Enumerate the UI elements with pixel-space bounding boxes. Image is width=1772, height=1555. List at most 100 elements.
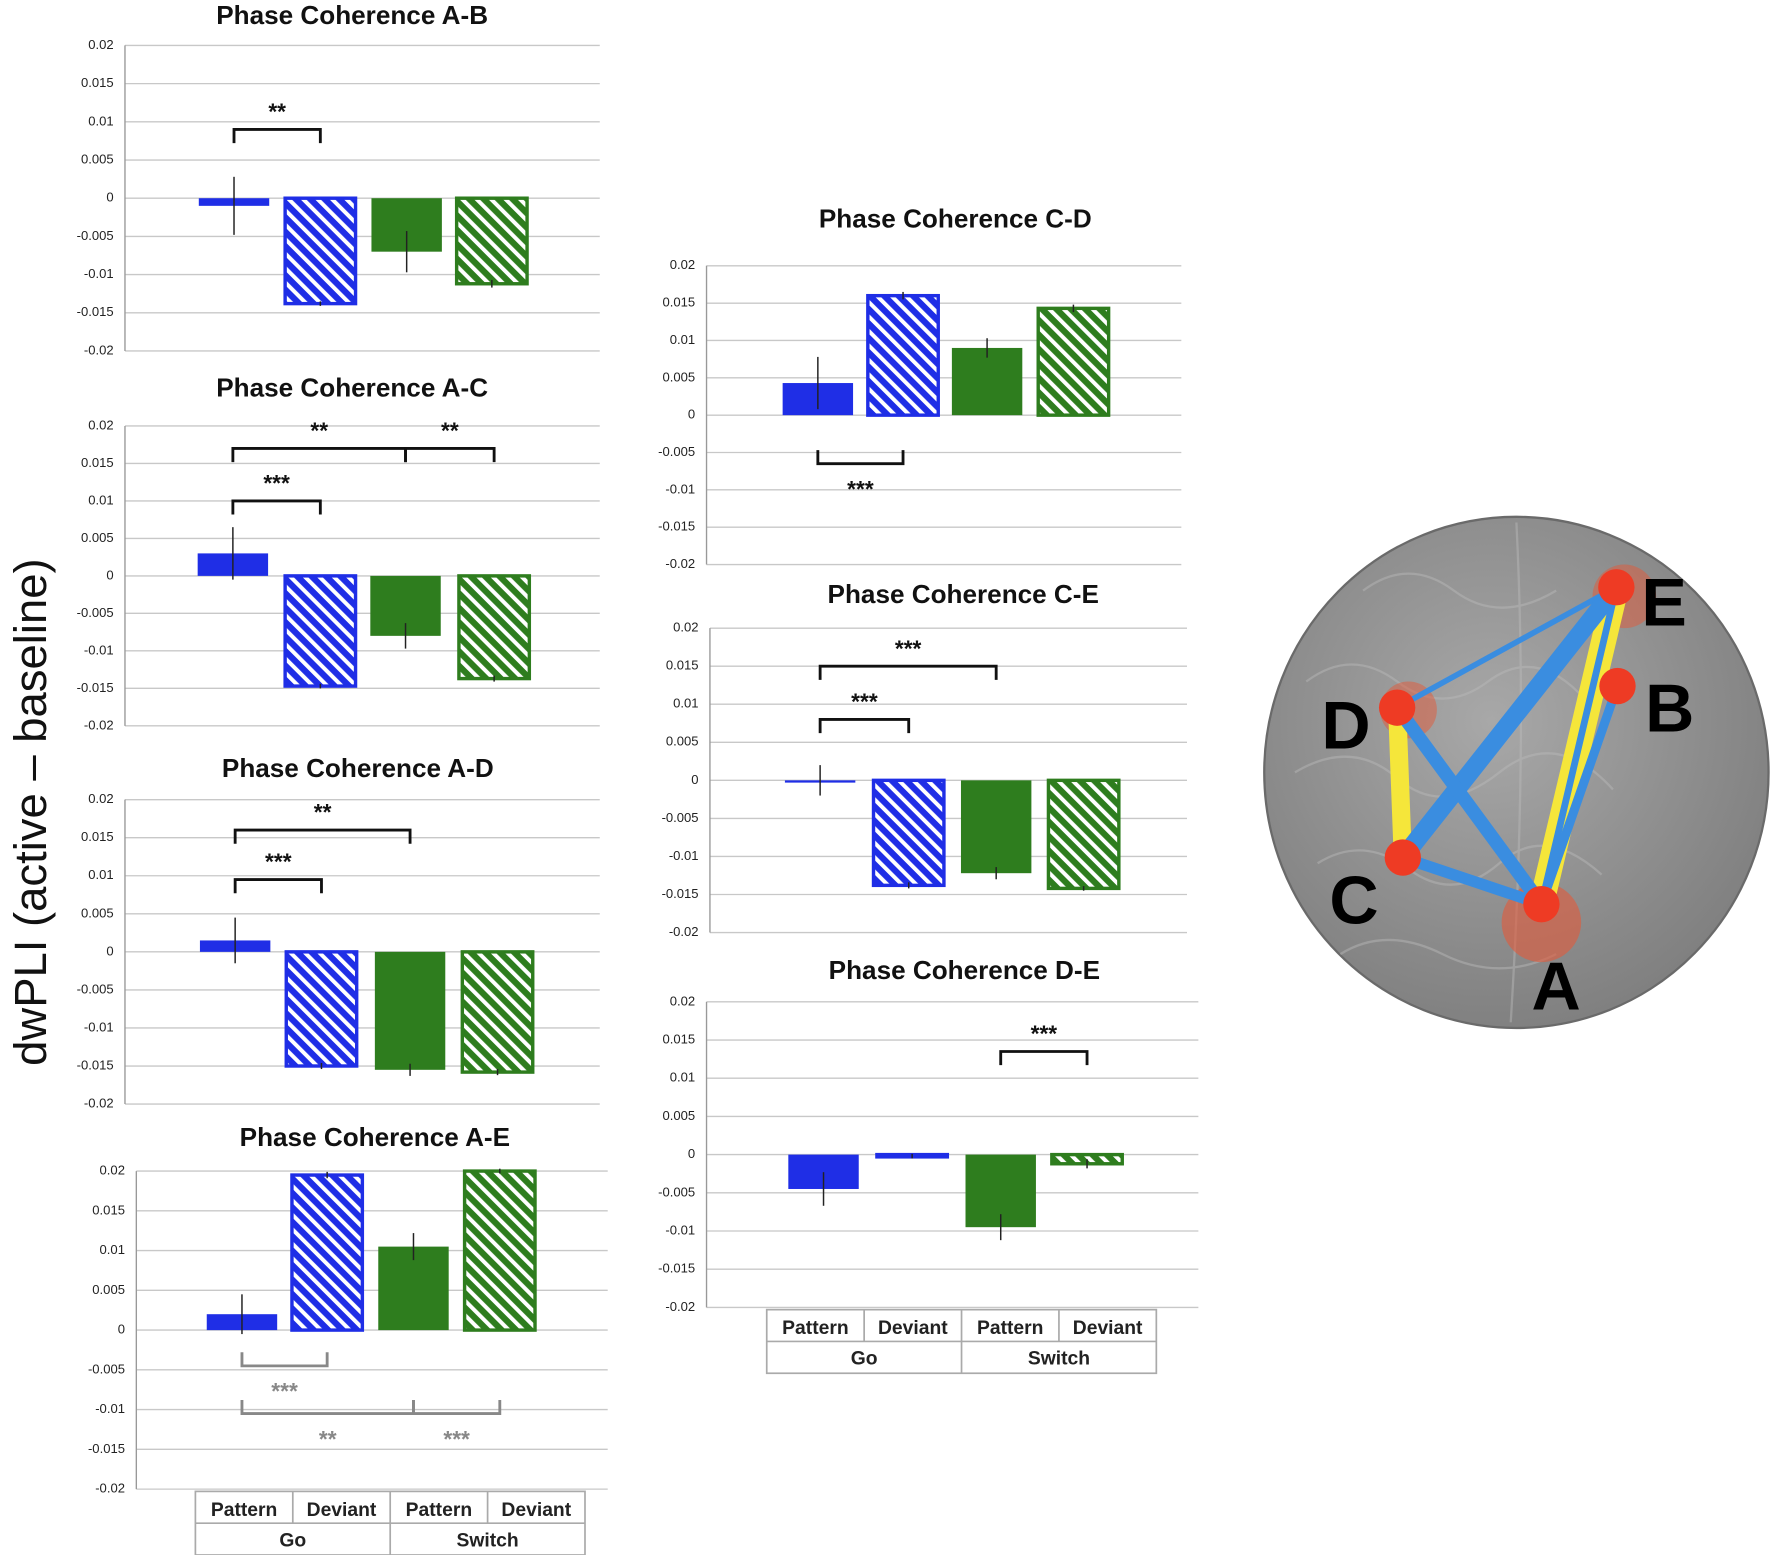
bar xyxy=(454,196,529,286)
y-tick-label: -0.01 xyxy=(95,1401,125,1416)
y-tick-label: -0.01 xyxy=(665,481,695,496)
significance-bracket xyxy=(231,499,322,515)
significance-bracket xyxy=(999,1050,1089,1066)
edge xyxy=(1395,584,1618,711)
significance-bracket xyxy=(818,664,998,680)
x-tick-label: Pattern xyxy=(782,1318,848,1339)
x-tick-label: Deviant xyxy=(501,1500,571,1521)
node xyxy=(1378,689,1416,726)
bar xyxy=(378,1246,449,1331)
y-tick-label: 0 xyxy=(106,567,113,582)
significance-label: ** xyxy=(268,99,286,125)
brain xyxy=(1263,515,1770,1030)
significance-label: ** xyxy=(310,418,328,444)
significance-label: *** xyxy=(847,476,874,502)
brain-diagram: A B C D E xyxy=(1263,515,1770,1030)
significance-label: *** xyxy=(265,849,292,875)
bar xyxy=(960,780,1032,874)
y-tick-label: 0.02 xyxy=(88,37,113,52)
y-tick-label: 0.005 xyxy=(81,530,114,545)
y-tick-label: -0.005 xyxy=(77,605,114,620)
y-tick-label: -0.015 xyxy=(77,680,114,695)
y-tick-label: 0.02 xyxy=(88,417,113,432)
y-tick-label: -0.02 xyxy=(665,556,695,571)
y-tick-label: 0.01 xyxy=(670,332,695,347)
node xyxy=(1384,839,1421,876)
y-tick-label: -0.015 xyxy=(77,304,114,319)
y-tick-label: 0.01 xyxy=(88,867,113,882)
chart-title: Phase Coherence D-E xyxy=(829,955,1100,985)
y-tick-label: 0.005 xyxy=(81,151,114,166)
significance-label: *** xyxy=(271,1378,298,1404)
y-tick-label: -0.01 xyxy=(84,642,114,657)
significance-label: ** xyxy=(319,1426,337,1452)
edge xyxy=(1401,852,1544,910)
chart-title: Phase Coherence A-C xyxy=(216,373,488,403)
significance-bracket xyxy=(233,828,412,844)
significance-bracket xyxy=(240,1352,329,1368)
y-tick-label: -0.01 xyxy=(84,1019,114,1034)
y-tick-label: -0.005 xyxy=(88,1361,125,1376)
y-tick-label: 0.005 xyxy=(81,905,114,920)
y-tick-label: 0.01 xyxy=(670,1070,695,1085)
y-tick-label: 0.015 xyxy=(663,1031,696,1046)
y-tick-label: 0 xyxy=(691,772,698,787)
x-tick-label: Deviant xyxy=(307,1500,377,1521)
y-tick-label: 0.01 xyxy=(88,492,113,507)
edge xyxy=(1537,684,1622,906)
significance-label: *** xyxy=(1031,1021,1058,1047)
y-tick-label: 0.005 xyxy=(92,1282,125,1297)
y-tick-label: 0.015 xyxy=(81,829,114,844)
y-tick-label: -0.02 xyxy=(665,1299,695,1314)
x-tick-label: Pattern xyxy=(211,1500,277,1521)
significance-label: *** xyxy=(851,689,878,715)
significance-bracket xyxy=(818,718,911,734)
y-tick-label: 0 xyxy=(688,407,695,422)
significance-bracket xyxy=(404,447,496,463)
significance-label: *** xyxy=(895,635,922,661)
group-label: Go xyxy=(279,1530,306,1551)
y-tick-label: 0.02 xyxy=(670,257,695,272)
y-tick-label: -0.02 xyxy=(84,717,114,732)
y-axis-label: dwPLI (active – baseline) xyxy=(5,558,56,1065)
significance-bracket xyxy=(412,1399,502,1416)
significance-label: ** xyxy=(314,799,332,825)
group-label: Switch xyxy=(457,1530,519,1551)
chart-title: Phase Coherence C-D xyxy=(819,203,1092,233)
y-tick-label: -0.02 xyxy=(95,1481,125,1496)
y-tick-label: -0.02 xyxy=(84,342,114,357)
node xyxy=(1599,667,1636,705)
y-tick-label: -0.005 xyxy=(662,810,699,825)
significance-bracket xyxy=(231,447,407,463)
bar xyxy=(290,1173,365,1332)
significance-bracket xyxy=(816,450,905,466)
edge xyxy=(1391,703,1547,909)
y-tick-label: 0.015 xyxy=(81,75,114,90)
node xyxy=(1523,885,1560,923)
y-tick-label: -0.02 xyxy=(669,924,699,939)
chart-title: Phase Coherence C-E xyxy=(828,579,1099,609)
significance-bracket xyxy=(240,1399,415,1416)
bar xyxy=(374,951,446,1070)
node-label: A xyxy=(1532,949,1581,1025)
group-label: Go xyxy=(851,1349,878,1370)
significance-bracket xyxy=(232,128,322,144)
y-tick-label: 0.02 xyxy=(670,993,695,1008)
node-label: D xyxy=(1321,687,1370,763)
y-tick-label: -0.015 xyxy=(662,886,699,901)
x-tick-label: Deviant xyxy=(1073,1318,1143,1339)
bar xyxy=(283,196,358,306)
bar xyxy=(462,1169,537,1332)
bar xyxy=(284,950,359,1068)
y-tick-label: -0.005 xyxy=(77,981,114,996)
significance-label: *** xyxy=(443,1426,470,1452)
y-tick-label: -0.02 xyxy=(84,1096,114,1111)
y-tick-label: -0.015 xyxy=(658,1261,695,1276)
y-tick-label: 0.015 xyxy=(81,455,114,470)
edge xyxy=(1388,707,1412,858)
bar xyxy=(460,950,535,1074)
y-tick-label: 0.015 xyxy=(666,658,699,673)
y-tick-label: 0.02 xyxy=(100,1163,125,1178)
